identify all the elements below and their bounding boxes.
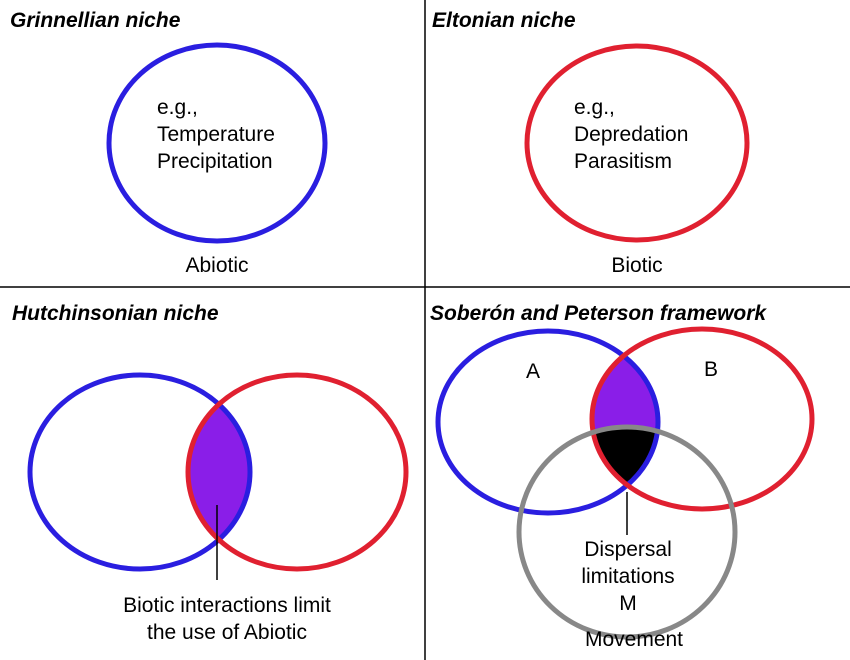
hutchinsonian-abiotic-circle bbox=[27, 372, 253, 572]
soberon-caption-line-2: limitations bbox=[581, 565, 674, 588]
circle-b bbox=[589, 326, 815, 512]
panel-grinnellian: Grinnellian niche e.g., Temperature Prec… bbox=[10, 9, 328, 277]
circle-m bbox=[516, 424, 738, 640]
eltonian-example-3: Parasitism bbox=[574, 150, 672, 173]
hutchinsonian-title: Hutchinsonian niche bbox=[12, 302, 219, 325]
grinnellian-title: Grinnellian niche bbox=[10, 9, 181, 32]
panel-hutchinsonian: Hutchinsonian niche Biotic interactions … bbox=[12, 302, 409, 644]
eltonian-title: Eltonian niche bbox=[432, 9, 576, 32]
soberon-caption-line-1: Dispersal bbox=[584, 538, 672, 561]
grinnellian-example-2: Temperature bbox=[157, 123, 275, 146]
circle-a bbox=[435, 328, 661, 516]
panel-soberon-peterson: Soberón and Peterson framework A B Dispe… bbox=[430, 302, 815, 651]
abiotic-caption: Abiotic bbox=[185, 254, 248, 277]
eltonian-example-2: Depredation bbox=[574, 123, 688, 146]
biotic-circle bbox=[524, 43, 750, 243]
eltonian-example-1: e.g., bbox=[574, 96, 615, 119]
grinnellian-example-1: e.g., bbox=[157, 96, 198, 119]
soberon-peterson-title: Soberón and Peterson framework bbox=[430, 302, 767, 325]
label-b: B bbox=[704, 358, 718, 381]
hutchinsonian-biotic-circle bbox=[185, 372, 409, 572]
label-a: A bbox=[526, 360, 540, 383]
panel-eltonian: Eltonian niche e.g., Depredation Parasit… bbox=[432, 9, 750, 277]
biotic-caption: Biotic bbox=[611, 254, 662, 277]
hutchinsonian-caption-line-2: the use of Abiotic bbox=[147, 621, 307, 644]
soberon-caption-line-3: M bbox=[619, 592, 637, 615]
grinnellian-example-3: Precipitation bbox=[157, 150, 273, 173]
abiotic-circle bbox=[106, 42, 328, 244]
soberon-caption-line-4: Movement bbox=[585, 628, 683, 651]
hutchinsonian-caption-line-1: Biotic interactions limit bbox=[123, 594, 331, 617]
